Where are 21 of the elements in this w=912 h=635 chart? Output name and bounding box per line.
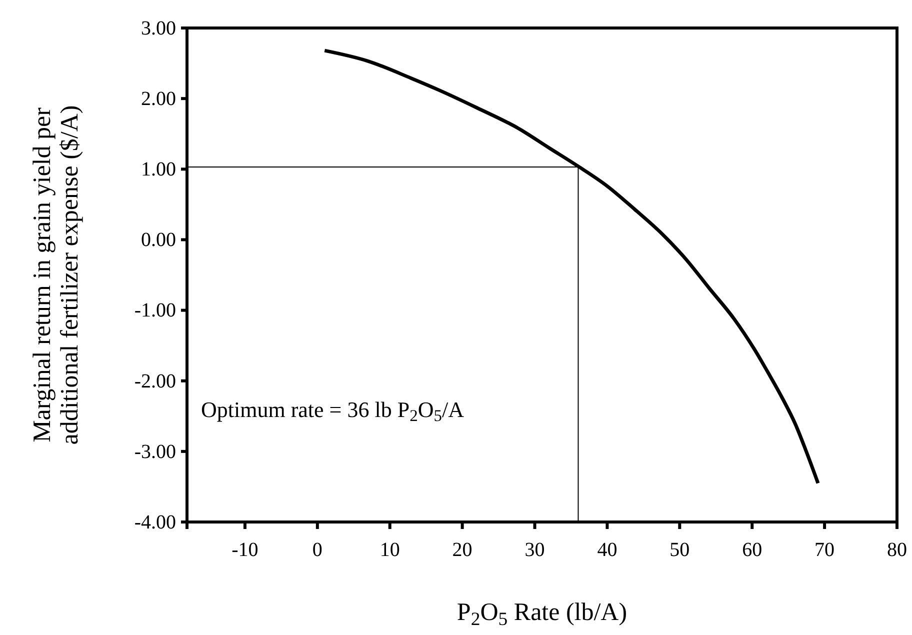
x-tick-label: 20 — [452, 539, 472, 561]
y-tick-label: -4.00 — [134, 511, 176, 534]
y-tick-label: 2.00 — [141, 88, 176, 110]
y-tick-label: 3.00 — [141, 17, 176, 40]
x-tick-label: 0 — [312, 539, 322, 561]
y-tick-label: -1.00 — [134, 300, 176, 322]
x-tick-label: 10 — [380, 539, 400, 561]
x-tick-label: 70 — [814, 539, 835, 561]
annotation: Optimum rate = 36 lb P$_{2}$O$_{5}$/A — [201, 397, 464, 426]
y-tick-label: 0.00 — [141, 229, 176, 252]
x-axis-title: P$_{2}$O$_{5}$ Rate (lb/A) — [456, 599, 628, 630]
x-tick-label: 80 — [887, 539, 907, 561]
x-tick-label: 40 — [597, 539, 618, 561]
y-tick-label: 1.00 — [141, 158, 176, 181]
y-tick-label: -3.00 — [134, 440, 176, 463]
x-tick-label: 30 — [524, 539, 545, 561]
x-tick-label: 60 — [742, 539, 762, 561]
x-tick-label: -10 — [232, 539, 258, 561]
y-axis-title: Marginal return in grain yield per additional fertilizer expense ($/A) — [29, 105, 84, 445]
x-tick-label: 50 — [670, 539, 690, 561]
y-tick-label: -2.00 — [134, 370, 176, 392]
